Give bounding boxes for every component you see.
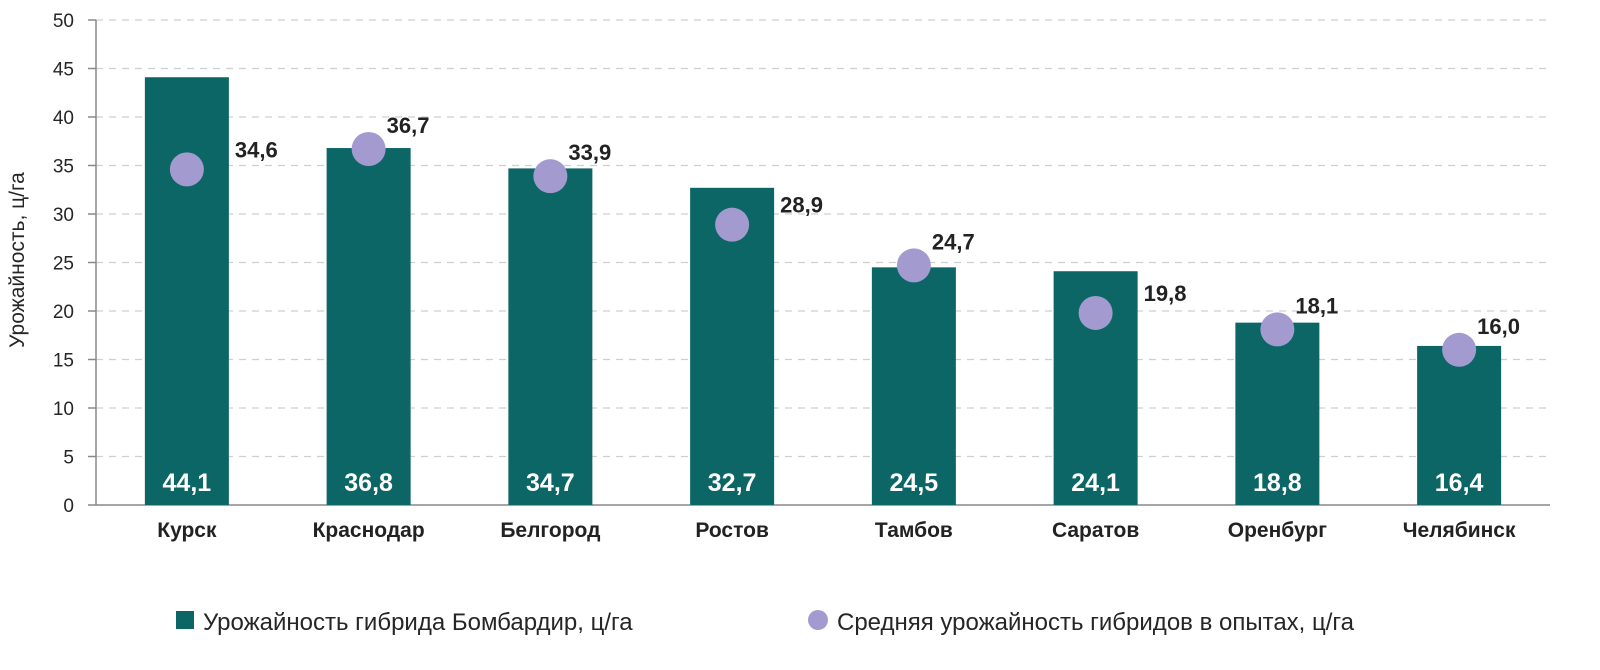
category-label: Челябинск xyxy=(1403,519,1516,542)
y-tick-label: 15 xyxy=(53,351,74,372)
bar xyxy=(144,77,229,505)
bar-value-label: 18,8 xyxy=(1253,469,1302,497)
marker-point xyxy=(169,152,204,187)
bar-value-label: 36,8 xyxy=(344,469,393,497)
marker-value-label: 18,1 xyxy=(1295,293,1338,318)
y-tick-label: 45 xyxy=(53,60,74,81)
category-label: Белгород xyxy=(500,519,600,542)
category-label: Ростов xyxy=(695,519,769,542)
bar xyxy=(326,148,411,506)
legend-marker-label: Средняя урожайность гибридов в опытах, ц… xyxy=(837,609,1355,636)
bar-value-label: 34,7 xyxy=(526,469,575,497)
category-label: Оренбург xyxy=(1228,519,1327,542)
bar xyxy=(1235,322,1320,505)
category-label: Курск xyxy=(157,519,217,542)
y-tick-label: 35 xyxy=(53,157,74,178)
y-tick-label: 10 xyxy=(53,399,74,420)
bar-series: 44,1 36,8 34,7 32,7 24,5 24,1 18,8 16,4 xyxy=(144,77,1502,506)
category-label: Тамбов xyxy=(875,519,953,542)
marker-point xyxy=(715,207,750,242)
grid-lines xyxy=(96,19,1550,458)
bar-value-label: 24,1 xyxy=(1071,469,1120,497)
legend-bar-swatch xyxy=(176,611,194,629)
y-tick-label: 40 xyxy=(53,108,74,129)
legend-bar-label: Урожайность гибрида Бомбардир, ц/га xyxy=(203,609,633,636)
marker-value-label: 34,6 xyxy=(235,137,278,162)
bar-value-label: 16,4 xyxy=(1435,469,1484,497)
category-label: Саратов xyxy=(1052,519,1139,542)
x-axis-categories: Курск Краснодар Белгород Ростов Тамбов Сарато… xyxy=(157,519,1516,542)
marker-value-label: 16,0 xyxy=(1477,314,1520,339)
legend-marker-swatch xyxy=(808,610,828,630)
bar-value-label: 44,1 xyxy=(163,469,212,497)
marker-value-label: 19,8 xyxy=(1144,281,1187,306)
legend: Урожайность гибрида Бомбардир, ц/га Сред… xyxy=(176,609,1355,636)
bar xyxy=(508,168,593,505)
marker-value-label: 36,7 xyxy=(387,113,430,138)
y-axis-label: Урожайность, ц/га xyxy=(6,172,29,348)
marker-point xyxy=(1442,332,1477,367)
bar-value-label: 24,5 xyxy=(890,469,939,497)
marker-point xyxy=(1260,312,1295,347)
bar xyxy=(871,267,956,505)
marker-series: 34,6 36,7 33,9 28,9 24,7 19,8 18,1 16,0 xyxy=(169,113,1520,367)
y-tick-label: 30 xyxy=(53,205,74,226)
marker-value-label: 24,7 xyxy=(932,229,975,254)
bar xyxy=(1417,345,1502,505)
bar-value-label: 32,7 xyxy=(708,469,757,497)
marker-value-label: 28,9 xyxy=(780,193,823,218)
marker-point xyxy=(533,159,568,194)
marker-point xyxy=(1078,295,1113,330)
y-axis-ticks: 0 5 10 15 20 25 30 35 40 45 50 xyxy=(53,11,96,517)
marker-value-label: 33,9 xyxy=(568,140,611,165)
y-tick-label: 0 xyxy=(63,496,74,517)
marker-point xyxy=(351,132,386,167)
y-tick-label: 5 xyxy=(63,448,74,469)
marker-point xyxy=(896,248,931,283)
y-tick-label: 25 xyxy=(53,254,74,275)
y-tick-label: 50 xyxy=(53,11,74,32)
y-tick-label: 20 xyxy=(53,302,74,323)
category-label: Краснодар xyxy=(313,519,425,542)
